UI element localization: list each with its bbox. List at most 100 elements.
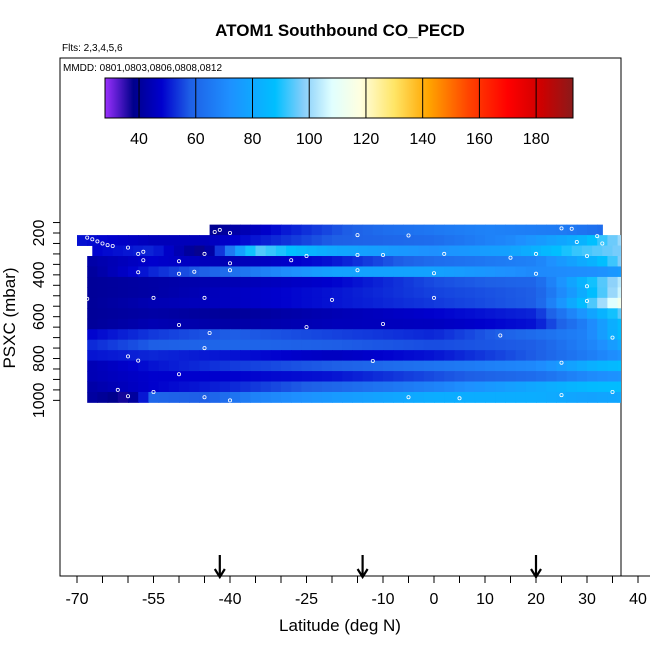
heatmap-cell: [148, 329, 160, 341]
heatmap-cell: [495, 287, 506, 299]
heatmap-cell: [434, 235, 445, 246]
heatmap-cell: [423, 339, 435, 351]
heatmap-cell: [199, 360, 211, 372]
colorbar-tick-label: 80: [244, 131, 262, 148]
heatmap-cell: [199, 266, 211, 278]
heatmap-cell: [209, 235, 221, 246]
heatmap-cell: [107, 266, 119, 278]
heatmap-cell: [362, 308, 374, 320]
heatmap-cell: [219, 266, 231, 278]
heatmap-cell: [107, 371, 119, 382]
heatmap-cell: [128, 297, 139, 309]
heatmap-cell: [372, 297, 384, 309]
heatmap-cell: [495, 339, 506, 351]
heatmap-cell: [485, 350, 496, 362]
heatmap-cell: [189, 235, 200, 246]
heatmap-cell: [556, 350, 568, 362]
chart-title: ATOM1 Southbound CO_PECD: [215, 21, 465, 40]
heatmap-cell: [393, 297, 404, 309]
heatmap-cell: [485, 329, 496, 341]
heatmap-cell: [566, 266, 578, 278]
heatmap-cell: [485, 308, 496, 320]
sample-point: [176, 271, 181, 276]
heatmap-cell: [230, 297, 241, 309]
flights-label: Flts: 2,3,4,5,6: [62, 43, 123, 54]
heatmap-cell: [393, 339, 404, 351]
sample-point: [289, 258, 294, 263]
heatmap-cell: [301, 339, 313, 351]
heatmap-cell: [122, 245, 134, 257]
heatmap-cell: [342, 329, 353, 341]
heatmap-cell: [168, 287, 180, 299]
heatmap-cell: [485, 297, 496, 309]
heatmap-cell: [607, 381, 619, 393]
heatmap-cell: [189, 276, 200, 288]
heatmap-cell: [209, 381, 221, 393]
heatmap-cell: [250, 329, 262, 341]
heatmap-cell: [536, 360, 547, 372]
heatmap-cell: [148, 371, 160, 382]
heatmap-cell: [597, 371, 608, 382]
heatmap-cell: [587, 339, 598, 351]
heatmap-cell: [321, 360, 333, 372]
heatmap-cell: [148, 308, 160, 320]
heatmap-cell: [230, 287, 241, 299]
heatmap-cell: [607, 287, 619, 299]
heatmap-cell: [275, 245, 287, 257]
heatmap-cell: [281, 391, 292, 403]
heatmap-row: [92, 245, 621, 257]
heatmap-cell: [209, 350, 221, 362]
heatmap-cell: [260, 391, 272, 403]
heatmap-cell: [107, 381, 119, 393]
heatmap-cell: [525, 256, 537, 267]
heatmap-cell: [158, 256, 170, 267]
heatmap-cell: [179, 266, 190, 278]
heatmap-cell: [444, 308, 455, 320]
heatmap-cell: [520, 245, 532, 257]
heatmap-cell: [311, 329, 323, 341]
heatmap-cell: [638, 382, 649, 393]
heatmap-cell: [454, 391, 466, 403]
heatmap-cell: [342, 287, 353, 299]
heatmap-cell: [352, 308, 364, 320]
heatmap-cell: [576, 381, 588, 393]
heatmap-cell: [301, 224, 313, 236]
heatmap-cell: [97, 391, 109, 403]
heatmap-cell: [219, 371, 231, 382]
heatmap-cell: [138, 276, 149, 288]
heatmap-cell: [403, 339, 415, 351]
heatmap-cell: [179, 256, 190, 267]
heatmap-cell: [332, 381, 343, 393]
x-tick-label: -10: [371, 591, 394, 608]
heatmap-cell: [628, 382, 639, 393]
heatmap-cell: [219, 256, 231, 267]
heatmap-cell: [209, 329, 221, 341]
heatmap-cell: [505, 287, 517, 299]
heatmap-cell: [301, 350, 313, 362]
heatmap-cell: [128, 287, 139, 299]
sample-point: [431, 295, 436, 300]
heatmap-cell: [209, 297, 221, 309]
heatmap-cell: [607, 391, 619, 403]
heatmap-cell: [434, 350, 445, 362]
heatmap-row: [87, 350, 621, 362]
heatmap-cell: [495, 391, 506, 403]
x-tick-label: -70: [65, 591, 88, 608]
heatmap-cell: [428, 245, 440, 257]
heatmap-cell: [230, 256, 241, 267]
heatmap-cell: [332, 235, 343, 246]
sample-point: [585, 298, 590, 303]
latitude-arrow: [356, 555, 369, 580]
heatmap-cell: [571, 245, 583, 257]
heatmap-cell: [230, 235, 241, 246]
heatmap-cell: [454, 350, 466, 362]
heatmap-cell: [536, 276, 547, 288]
heatmap-cell: [617, 350, 621, 362]
heatmap-cell: [97, 276, 109, 288]
heatmap-cell: [209, 391, 221, 403]
heatmap-cell: [138, 360, 149, 372]
heatmap-cell: [311, 381, 323, 393]
heatmap-cell: [474, 287, 486, 299]
heatmap-cell: [87, 339, 98, 351]
heatmap-cell: [179, 381, 190, 393]
